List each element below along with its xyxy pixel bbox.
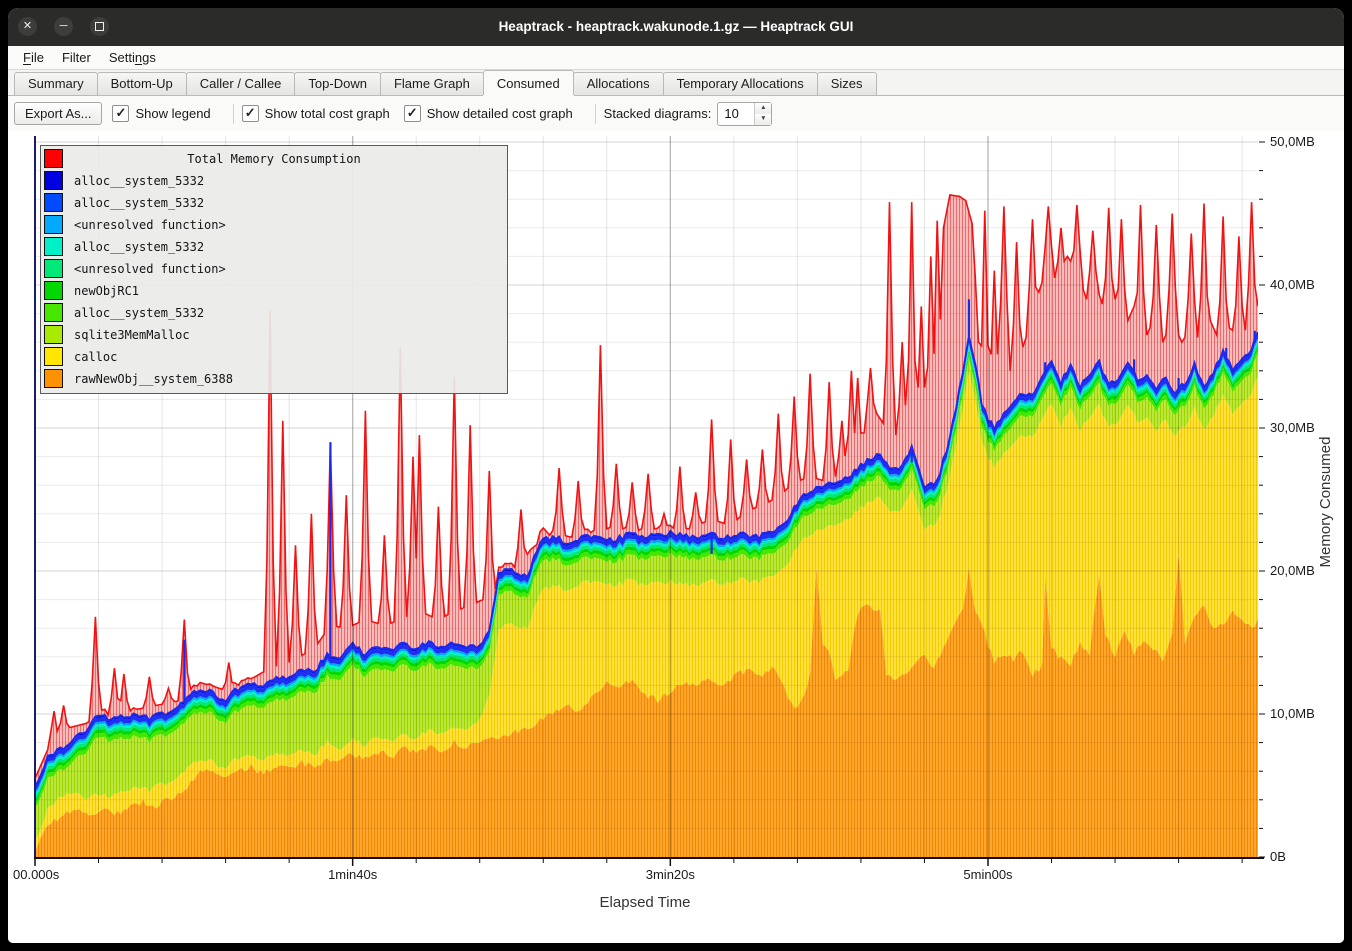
- x-tick-label: 5min00s: [963, 867, 1013, 882]
- checkbox-label: Show legend: [135, 106, 211, 121]
- area-sqlite3memmalloc: [35, 353, 1258, 841]
- export-as-button[interactable]: Export As...: [14, 102, 103, 125]
- area-calloc: [35, 372, 1258, 853]
- x-axis-title: Elapsed Time: [600, 894, 691, 911]
- minimize-icon[interactable]: ─: [54, 17, 73, 36]
- checkbox-label: Show detailed cost graph: [426, 106, 573, 121]
- legend-swatch-icon: [44, 215, 63, 234]
- y-tick-label: 40,0MB: [1270, 277, 1315, 292]
- legend-swatch-icon: [44, 193, 63, 212]
- y-tick-label: 0B: [1270, 849, 1286, 864]
- checkbox-check-icon: ✓: [241, 105, 259, 122]
- legend-swatch-icon: [44, 281, 63, 300]
- close-icon[interactable]: ✕: [18, 17, 37, 36]
- legend-swatch-icon: [44, 149, 63, 168]
- toolbar: Export As... ✓ Show legend ✓ Show total cos…: [8, 96, 1344, 131]
- legend-label: calloc: [74, 350, 118, 364]
- menu-item-file[interactable]: File: [23, 50, 44, 65]
- band-3: [35, 340, 1258, 797]
- total-consumption-line: [35, 193, 1258, 779]
- legend-swatch-icon: [44, 259, 63, 278]
- legend-label: <unresolved function>: [74, 218, 226, 232]
- legend-label: alloc__system_5332: [74, 174, 205, 188]
- tab-temporary-allocations[interactable]: Temporary Allocations: [662, 72, 818, 95]
- chart-legend: Total Memory Consumption alloc__system_53…: [40, 145, 508, 394]
- band-5: [35, 333, 1258, 792]
- stacked-diagrams-label: Stacked diagrams:: [603, 106, 712, 121]
- tab-flame-graph[interactable]: Flame Graph: [379, 72, 484, 95]
- stacked-diagrams-spinner[interactable]: 10 ▲ ▼: [717, 101, 773, 126]
- legend-label: newObjRC1: [74, 284, 140, 298]
- legend-title-row: Total Memory Consumption: [41, 148, 507, 170]
- legend-swatch-icon: [44, 325, 63, 344]
- legend-row: <unresolved function>: [41, 258, 507, 280]
- legend-swatch-icon: [44, 347, 63, 366]
- y-tick-label: 30,0MB: [1270, 420, 1315, 435]
- x-tick-label: 00.000s: [13, 867, 60, 882]
- band-1: [35, 345, 1258, 804]
- legend-swatch-icon: [44, 369, 63, 388]
- legend-label: alloc__system_5332: [74, 240, 205, 254]
- area-rawnewobj: [35, 554, 1258, 857]
- maximize-icon[interactable]: [90, 17, 109, 36]
- y-axis-title: Memory Consumed: [1317, 437, 1334, 568]
- band-0: [35, 349, 1258, 808]
- checkbox-group: ✓ Show legend ✓ Show total cost graph ✓ Show …: [112, 103, 586, 124]
- toolbar-separator: [232, 103, 234, 124]
- menu-item-settings[interactable]: Settings: [108, 50, 156, 65]
- toolbar-separator: [594, 103, 596, 124]
- legend-row: calloc: [41, 346, 507, 368]
- y-tick-label: 20,0MB: [1270, 563, 1315, 578]
- legend-row: rawNewObj__system_6388: [41, 368, 507, 390]
- legend-label: alloc__system_5332: [74, 306, 205, 320]
- checkbox-show-detailed-cost-graph[interactable]: ✓ Show detailed cost graph: [403, 105, 573, 122]
- tab-summary[interactable]: Summary: [14, 72, 98, 95]
- legend-swatch-icon: [44, 237, 63, 256]
- y-tick-label: 10,0MB: [1270, 706, 1315, 721]
- x-tick-label: 3min20s: [646, 867, 696, 882]
- menu-item-filter[interactable]: Filter: [61, 50, 91, 65]
- y-tick-label: 50,0MB: [1270, 134, 1315, 149]
- spinner-value[interactable]: 10: [724, 105, 739, 121]
- title-bar: ✕ ─ Heaptrack - heaptrack.wakunode.1.gz …: [8, 8, 1344, 46]
- tab-bottom-up[interactable]: Bottom-Up: [96, 72, 187, 95]
- legend-label: alloc__system_5332: [74, 196, 205, 210]
- maximize-square: [95, 22, 104, 31]
- legend-row: alloc__system_5332: [41, 192, 507, 214]
- legend-row: <unresolved function>: [41, 214, 507, 236]
- legend-row: alloc__system_5332: [41, 170, 507, 192]
- legend-label: <unresolved function>: [74, 262, 226, 276]
- stack-top-line: [35, 331, 1258, 787]
- consumption-chart: 00.000s 1min40s 3min20s 5min00s 0B 10,0MB 20,0…: [8, 131, 1344, 943]
- legend-row: newObjRC1: [41, 280, 507, 302]
- spinner-down-icon[interactable]: ▼: [755, 113, 772, 125]
- area-total-consumption: [35, 194, 1258, 786]
- checkbox-show-total-cost-graph[interactable]: ✓ Show total cost graph: [241, 105, 390, 122]
- checkbox-check-icon: ✓: [112, 105, 130, 122]
- window-title: Heaptrack - heaptrack.wakunode.1.gz — He…: [498, 19, 854, 34]
- spinner-buttons: ▲ ▼: [754, 102, 772, 125]
- band-4: [35, 338, 1258, 795]
- legend-row: alloc__system_5332: [41, 236, 507, 258]
- legend-swatch-icon: [44, 303, 63, 322]
- tab-sizes[interactable]: Sizes: [816, 72, 877, 95]
- x-tick-label: 1min40s: [328, 867, 378, 882]
- band-2: [35, 342, 1258, 800]
- legend-row: sqlite3MemMalloc: [41, 324, 507, 346]
- legend-label: sqlite3MemMalloc: [74, 328, 190, 342]
- tab-caller-callee[interactable]: Caller / Callee: [185, 72, 296, 95]
- tab-consumed[interactable]: Consumed: [482, 70, 574, 95]
- checkbox-check-icon: ✓: [403, 105, 421, 122]
- checkbox-show-legend[interactable]: ✓ Show legend: [112, 105, 211, 122]
- legend-row: alloc__system_5332: [41, 302, 507, 324]
- menu-bar: File Filter Settings: [8, 46, 1344, 70]
- tab-bar: Summary Bottom-Up Caller / Callee Top-Down F…: [8, 70, 1344, 96]
- tab-allocations[interactable]: Allocations: [572, 72, 664, 95]
- legend-title: Total Memory Consumption: [187, 152, 361, 166]
- app-window: ✕ ─ Heaptrack - heaptrack.wakunode.1.gz …: [8, 8, 1344, 943]
- spinner-up-icon[interactable]: ▲: [755, 102, 772, 114]
- legend-swatch-icon: [44, 171, 63, 190]
- legend-label: rawNewObj__system_6388: [74, 372, 233, 386]
- checkbox-label: Show total cost graph: [264, 106, 390, 121]
